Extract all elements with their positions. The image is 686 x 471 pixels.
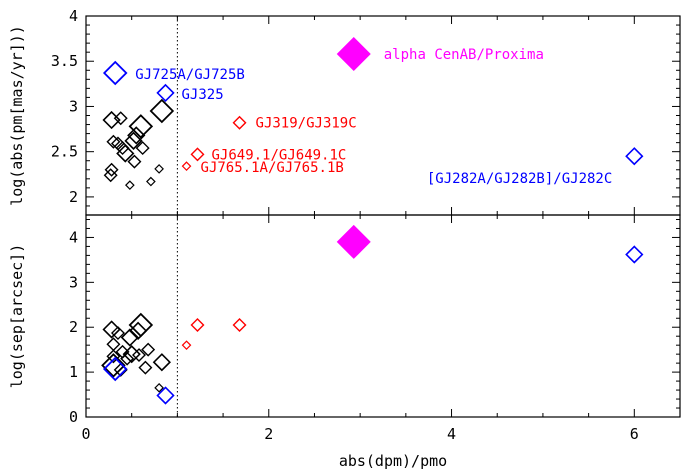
data-point: [127, 154, 142, 169]
data-point: [154, 164, 164, 174]
data-point: [156, 83, 175, 103]
x-tick-label: 6: [630, 425, 639, 443]
data-point: [138, 360, 153, 375]
y-tick-label: 3.5: [51, 52, 78, 70]
y-tick-label: 3: [69, 273, 78, 291]
data-label: GJ325: [182, 87, 224, 103]
data-point: [181, 340, 192, 351]
data-point: [116, 144, 135, 163]
data-point: [336, 224, 371, 259]
y-tick-label: 1: [69, 363, 78, 381]
data-point: [149, 98, 175, 124]
y-tick-label: 2: [69, 188, 78, 206]
data-label: GJ765.1A/GJ765.1B: [201, 160, 344, 176]
top-panel: 2 2.5 3 3.5 4 log(abs(pm[mas/yr])) GJ725A/GJ72…: [8, 7, 681, 216]
data-label: GJ319/GJ319C: [256, 116, 357, 132]
data-point: [102, 320, 121, 339]
data-point: [181, 161, 192, 172]
data-point: [128, 114, 154, 139]
data-point: [102, 110, 121, 130]
data-label: GJ725A/GJ725B: [135, 67, 245, 83]
data-point: [120, 351, 135, 366]
data-point: [125, 180, 135, 190]
data-point: [101, 353, 126, 378]
y-tick-label: 3: [69, 97, 78, 115]
data-label: alpha CenAB/Proxima: [384, 47, 544, 63]
y-tick-label: 4: [69, 228, 78, 246]
y-axis-label: log(abs(pm[mas/yr])): [8, 25, 26, 206]
data-point: [104, 162, 119, 177]
y-tick-label: 2: [69, 318, 78, 336]
x-tick-label: 0: [81, 425, 90, 443]
data-point: [141, 342, 156, 357]
data-label: GJ649.1/GJ649.1C: [211, 147, 346, 163]
data-point: [232, 115, 247, 130]
data-point: [128, 321, 148, 340]
data-point: [127, 126, 146, 145]
bottom-panel: 0 1 2 3 4 0 2 4 6 log(sep[arcsec]) abs(dpm)/pmo: [8, 214, 681, 470]
data-label: [GJ282A/GJ282B]/GJ282C: [427, 171, 612, 187]
y-tick-label: 2.5: [51, 143, 78, 161]
data-point: [120, 328, 139, 347]
data-point: [106, 134, 121, 149]
data-point: [132, 348, 146, 363]
data-point: [152, 353, 171, 372]
data-point: [146, 176, 156, 187]
y-axis-label: log(sep[arcsec]): [8, 244, 26, 389]
y-tick-label: 0: [69, 408, 78, 426]
x-tick-label: 4: [447, 425, 456, 443]
x-axis-label: abs(dpm)/pmo: [339, 452, 447, 470]
data-point: [102, 356, 128, 382]
data-point: [190, 317, 205, 332]
data-point: [625, 147, 644, 166]
data-point: [156, 386, 175, 405]
y-tick-label: 4: [69, 7, 78, 25]
data-point: [336, 36, 371, 71]
plot-frame: [85, 214, 681, 418]
data-point: [154, 382, 164, 393]
data-point: [110, 326, 125, 341]
data-point: [102, 60, 128, 86]
data-point: [135, 141, 150, 156]
data-point: [190, 147, 205, 162]
data-point: [625, 245, 644, 264]
data-point: [103, 168, 118, 183]
data-point: [232, 317, 247, 332]
data-point: [106, 349, 121, 364]
x-tick-label: 2: [264, 425, 273, 443]
data-point: [124, 131, 143, 150]
data-point: [113, 111, 128, 126]
